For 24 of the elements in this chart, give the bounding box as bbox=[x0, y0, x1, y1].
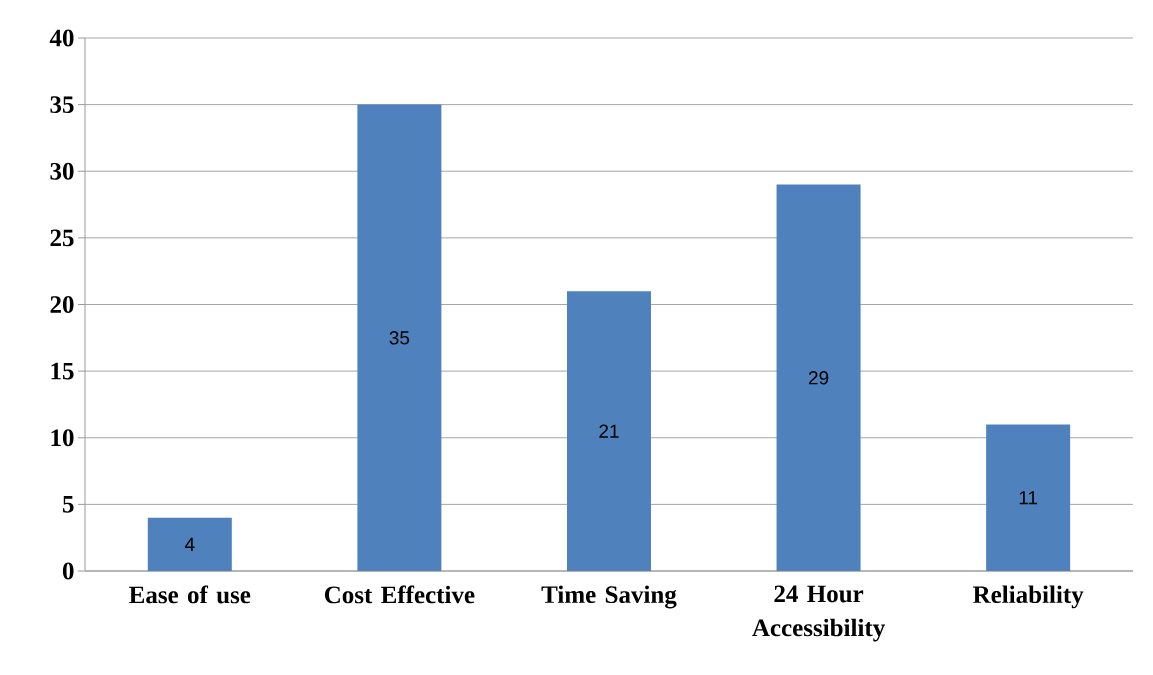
bar bbox=[357, 104, 442, 571]
bar bbox=[986, 424, 1071, 571]
y-tick-label: 0 bbox=[62, 562, 74, 580]
data-label: 4 bbox=[184, 537, 195, 551]
data-label: 35 bbox=[389, 331, 410, 345]
y-tick-label: 25 bbox=[50, 229, 74, 247]
bar bbox=[147, 517, 232, 571]
bar bbox=[566, 291, 651, 571]
x-tick-label: Reliability bbox=[973, 585, 1084, 609]
y-tick-label: 10 bbox=[51, 429, 74, 447]
x-tick-label: Cost Effective bbox=[324, 585, 475, 604]
y-tick-label: 20 bbox=[50, 296, 74, 313]
bar bbox=[776, 184, 861, 571]
y-tick-label: 15 bbox=[51, 362, 74, 380]
data-label: 11 bbox=[1019, 491, 1038, 505]
x-tick-label: Ease of use bbox=[129, 585, 251, 604]
x-tick-label: 24 Hour Accessibility bbox=[752, 585, 885, 642]
y-tick-label: 35 bbox=[50, 96, 74, 114]
y-tick-label: 5 bbox=[62, 496, 74, 513]
x-tick-label: Time Saving bbox=[541, 585, 677, 609]
data-label: 29 bbox=[808, 371, 829, 385]
y-tick-label: 40 bbox=[49, 29, 74, 47]
y-tick-label: 30 bbox=[50, 162, 74, 180]
data-label: 21 bbox=[599, 424, 619, 438]
